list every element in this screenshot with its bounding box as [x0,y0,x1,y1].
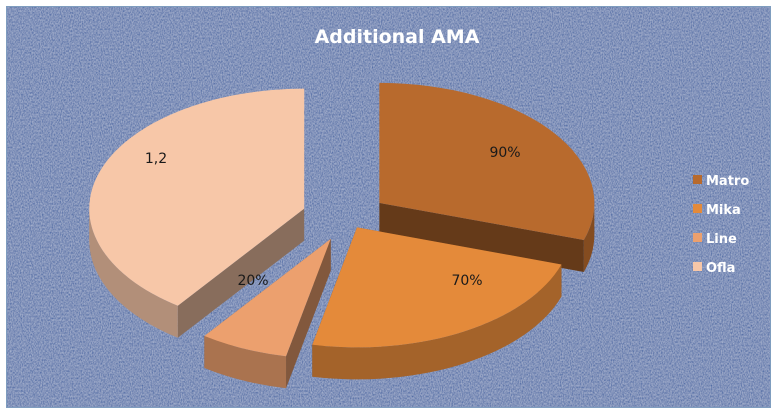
legend-swatch [693,262,702,271]
legend-swatch [693,175,702,184]
slice-line-top [204,238,331,357]
chart-title: Additional AMA [315,26,480,48]
data-label-matro: 90% [489,145,520,161]
slice-ofla[interactable] [89,88,305,338]
legend-label: Ofla [706,261,735,276]
pie-chart: 90% 70% 20% 1,2 Additional AMA Matro Mika Lin… [7,7,770,407]
slice-matro-rim [583,202,595,272]
slice-ofla-start-wall [177,208,305,338]
slice-mika[interactable] [312,227,562,380]
slice-matro[interactable] [379,82,595,272]
slice-ofla-rim [89,208,178,338]
data-label-line: 20% [237,273,268,289]
chart-frame: 90% 70% 20% 1,2 Additional AMA Matro Mika Lin… [6,6,771,408]
slice-mika-rim [312,264,562,380]
slice-matro-top [379,82,595,240]
slices-layer: 90% 70% 20% 1,2 [89,82,595,389]
legend-label: Matro [706,174,749,189]
legend-item-line[interactable]: Line [693,232,737,247]
data-label-ofla: 1,2 [145,151,167,167]
legend-item-ofla[interactable]: Ofla [693,261,735,276]
legend-item-mika[interactable]: Mika [693,203,741,218]
legend-swatch [693,233,702,242]
slice-ofla-top [89,88,305,306]
slice-matro-end-wall [379,202,584,272]
slice-line[interactable] [204,238,331,389]
legend-label: Line [706,232,737,247]
slice-line-rim [204,336,287,389]
legend: Matro Mika Line Ofla [693,174,749,276]
legend-label: Mika [706,203,741,218]
legend-item-matro[interactable]: Matro [693,174,749,189]
legend-swatch [693,204,702,213]
data-label-mika: 70% [451,273,482,289]
slice-mika-top [312,227,562,348]
